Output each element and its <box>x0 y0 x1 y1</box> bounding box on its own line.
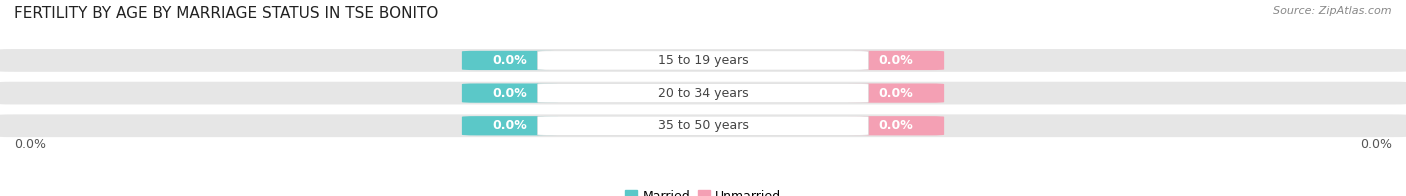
Text: Source: ZipAtlas.com: Source: ZipAtlas.com <box>1274 6 1392 16</box>
Text: 20 to 34 years: 20 to 34 years <box>658 87 748 100</box>
FancyBboxPatch shape <box>537 51 869 70</box>
Text: 15 to 19 years: 15 to 19 years <box>658 54 748 67</box>
Text: FERTILITY BY AGE BY MARRIAGE STATUS IN TSE BONITO: FERTILITY BY AGE BY MARRIAGE STATUS IN T… <box>14 6 439 21</box>
FancyBboxPatch shape <box>848 83 945 103</box>
Text: 0.0%: 0.0% <box>492 87 527 100</box>
Text: 35 to 50 years: 35 to 50 years <box>658 119 748 132</box>
Text: 0.0%: 0.0% <box>879 87 914 100</box>
Text: 0.0%: 0.0% <box>879 119 914 132</box>
Legend: Married, Unmarried: Married, Unmarried <box>620 185 786 196</box>
FancyBboxPatch shape <box>0 81 1406 105</box>
FancyBboxPatch shape <box>461 116 558 135</box>
FancyBboxPatch shape <box>848 116 945 135</box>
FancyBboxPatch shape <box>537 116 869 135</box>
FancyBboxPatch shape <box>461 83 558 103</box>
FancyBboxPatch shape <box>537 83 869 103</box>
Text: 0.0%: 0.0% <box>14 138 46 151</box>
FancyBboxPatch shape <box>0 48 1406 73</box>
FancyBboxPatch shape <box>848 51 945 70</box>
Text: 0.0%: 0.0% <box>1360 138 1392 151</box>
FancyBboxPatch shape <box>461 51 558 70</box>
Text: 0.0%: 0.0% <box>879 54 914 67</box>
FancyBboxPatch shape <box>0 113 1406 138</box>
Text: 0.0%: 0.0% <box>492 119 527 132</box>
Text: 0.0%: 0.0% <box>492 54 527 67</box>
